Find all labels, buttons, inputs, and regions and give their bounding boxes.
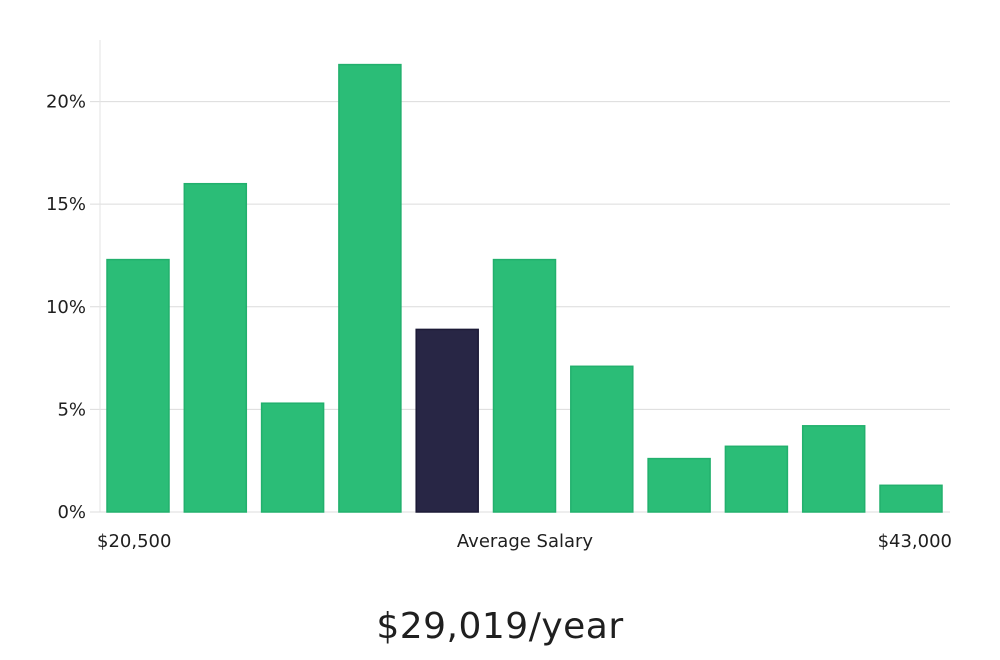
bar: [647, 457, 711, 513]
y-tick-label: 20%: [46, 92, 86, 113]
x-end-label: $43,000: [878, 531, 952, 552]
salary-histogram: 0% 5% 10% 15% 20% $20,500 Average Salary $43…: [46, 40, 952, 552]
bar: [492, 258, 557, 513]
bar: [879, 484, 943, 513]
bar-average-salary: [415, 328, 479, 513]
y-tick-label: 10%: [46, 297, 86, 318]
bar: [724, 445, 789, 513]
y-tick-labels: 0% 5% 10% 15% 20%: [46, 92, 86, 523]
bar: [801, 425, 866, 513]
x-start-label: $20,500: [97, 531, 171, 552]
average-salary-value: $29,019/year: [376, 606, 624, 647]
y-tick-label: 0%: [57, 502, 86, 523]
bars: [106, 63, 943, 513]
bar: [570, 365, 634, 513]
bar: [260, 402, 325, 513]
y-tick-label: 15%: [46, 194, 86, 215]
bar: [338, 63, 402, 513]
bar: [183, 182, 248, 513]
x-axis-label: Average Salary: [457, 531, 594, 552]
bar: [106, 258, 170, 513]
y-tick-label: 5%: [57, 399, 86, 420]
